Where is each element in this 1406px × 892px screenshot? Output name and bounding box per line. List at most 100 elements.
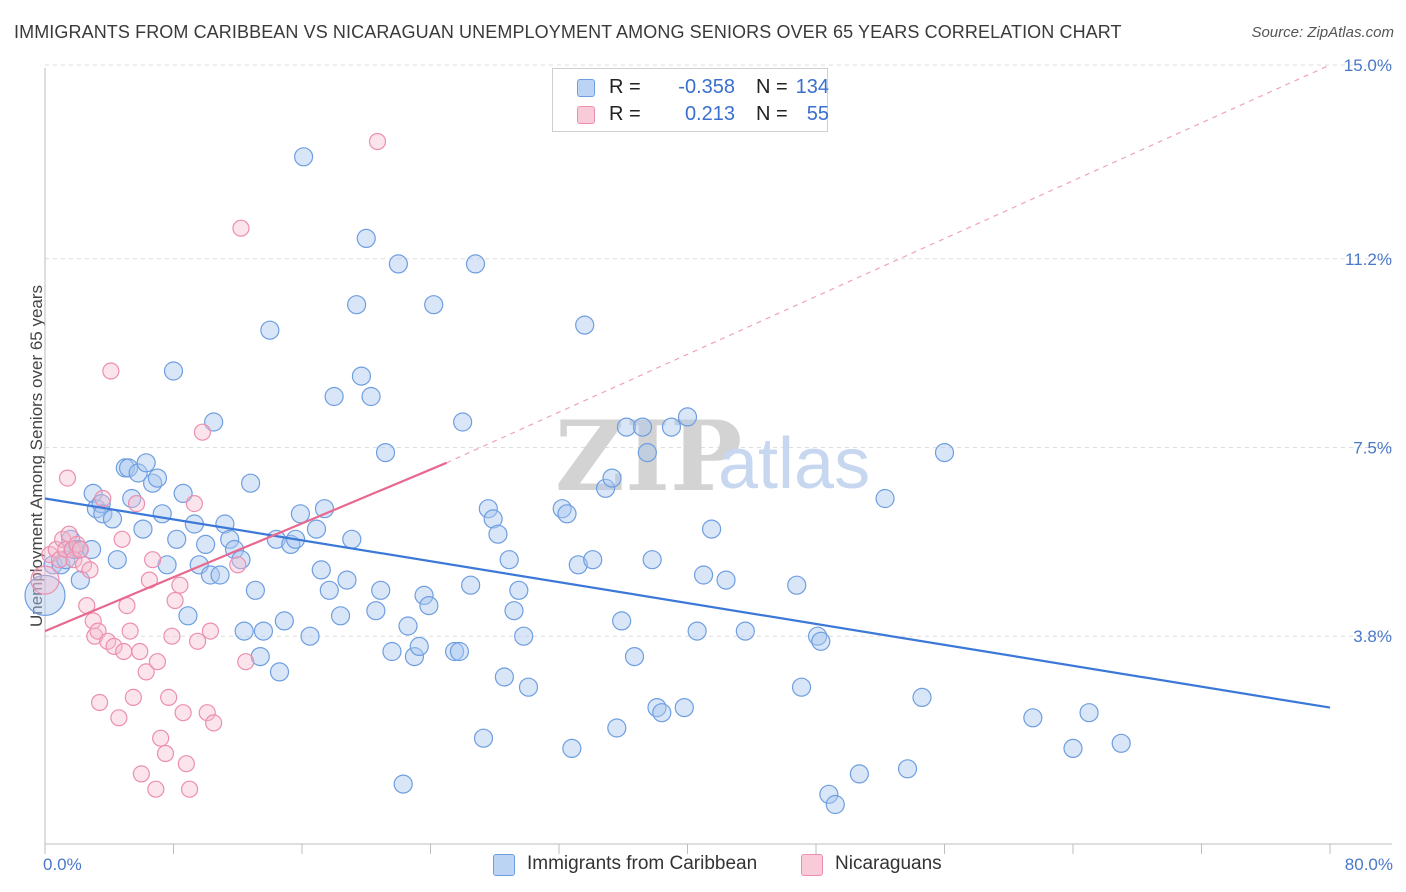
point-caribbean [897,759,918,779]
point-nicaraguans [81,561,99,579]
point-caribbean [133,519,153,539]
point-caribbean [128,463,148,483]
point-nicaraguans [198,704,216,722]
point-caribbean [393,774,413,794]
tick-labels: 3.8% 7.5% 11.2% 15.0% 0.0% 80.0% [43,56,1393,874]
trend-extension-nicaraguans [446,64,1331,464]
point-nicaraguans [86,627,104,645]
point-nicaraguans [94,489,112,508]
point-caribbean [934,443,955,463]
point-caribbean [342,529,362,549]
legend-swatch-nicaraguans [577,106,595,124]
point-caribbean [398,616,418,636]
legend-r-label: R = [609,76,641,98]
series-nicaraguans [30,132,387,798]
point-nicaraguans [30,565,60,595]
point-nicaraguans [144,551,162,569]
point-caribbean [178,606,198,626]
point-nicaraguans [205,714,223,732]
point-caribbean [518,677,539,697]
point-nicaraguans [174,704,192,722]
y-tick-label: 15.0% [1344,56,1392,75]
point-caribbean [107,550,127,570]
point-caribbean [290,504,310,524]
point-caribbean [173,483,193,503]
trend-line-nicaraguans [44,461,447,633]
point-caribbean [375,443,396,463]
point-caribbean [356,228,376,248]
point-caribbean [300,626,320,646]
point-caribbean [473,728,494,748]
axes [44,68,1392,854]
watermark-zip: ZIP [555,400,742,513]
point-caribbean [602,468,622,488]
point-caribbean [632,417,653,437]
y-tick-label: 11.2% [1345,250,1392,269]
point-caribbean [735,621,755,641]
point-caribbean [167,529,187,549]
point-caribbean [811,631,831,651]
point-caribbean [661,417,682,437]
point-nicaraguans [110,709,128,727]
point-caribbean [1111,733,1131,753]
point-nicaraguans [71,540,89,559]
point-caribbean [849,764,869,784]
point-caribbean [152,504,172,524]
point-nicaraguans [102,362,120,380]
chart-title: IMMIGRANTS FROM CARIBBEAN VS NICARAGUAN … [14,22,1122,42]
point-caribbean [687,621,707,641]
point-caribbean [509,580,529,600]
point-caribbean [351,366,372,386]
point-caribbean [366,601,386,621]
point-caribbean [330,606,351,626]
point-caribbean [819,784,839,804]
point-caribbean [118,458,139,478]
point-caribbean [483,509,503,529]
point-caribbean [241,473,261,493]
point-nicaraguans [131,642,149,661]
point-caribbean [449,641,470,662]
point-caribbean [562,738,582,759]
series-caribbean [24,147,1131,815]
point-caribbean [444,641,465,662]
point-nicaraguans [232,219,250,237]
point-nicaraguans [91,693,109,712]
point-caribbean [693,565,714,585]
point-caribbean [311,560,331,580]
point-nicaraguans [50,551,69,569]
point-caribbean [1063,738,1083,759]
point-caribbean [595,478,616,498]
point-caribbean [163,361,184,381]
point-caribbean [220,529,240,549]
point-caribbean [642,550,662,570]
point-caribbean [514,626,534,646]
y-tick-label: 3.8% [1353,627,1392,646]
point-caribbean [674,697,694,718]
point-nicaraguans [152,729,170,747]
point-nicaraguans [177,755,195,773]
point-caribbean [306,519,327,539]
trend-extension [446,64,1331,464]
point-nicaraguans [132,765,150,783]
point-caribbean [319,580,339,600]
point-caribbean [461,575,481,595]
legend-n-label: N = [756,76,788,98]
point-nicaraguans [115,642,133,661]
point-caribbean [624,646,645,667]
point-caribbean [361,386,381,407]
series-legend: Immigrants from Caribbean Nicaraguans [0,852,1406,876]
point-caribbean [204,412,224,432]
point-caribbean [499,550,519,570]
point-nicaraguans [124,688,142,707]
legend-r-label: R = [609,103,641,125]
point-caribbean [102,509,123,529]
point-nicaraguans [188,632,207,650]
point-caribbean [274,611,294,631]
point-nicaraguans [237,653,255,671]
point-caribbean [488,524,508,544]
point-nicaraguans [368,132,387,151]
point-caribbean [1079,703,1099,723]
point-caribbean [294,147,314,167]
point-nicaraguans [180,780,199,798]
point-caribbean [637,443,657,463]
